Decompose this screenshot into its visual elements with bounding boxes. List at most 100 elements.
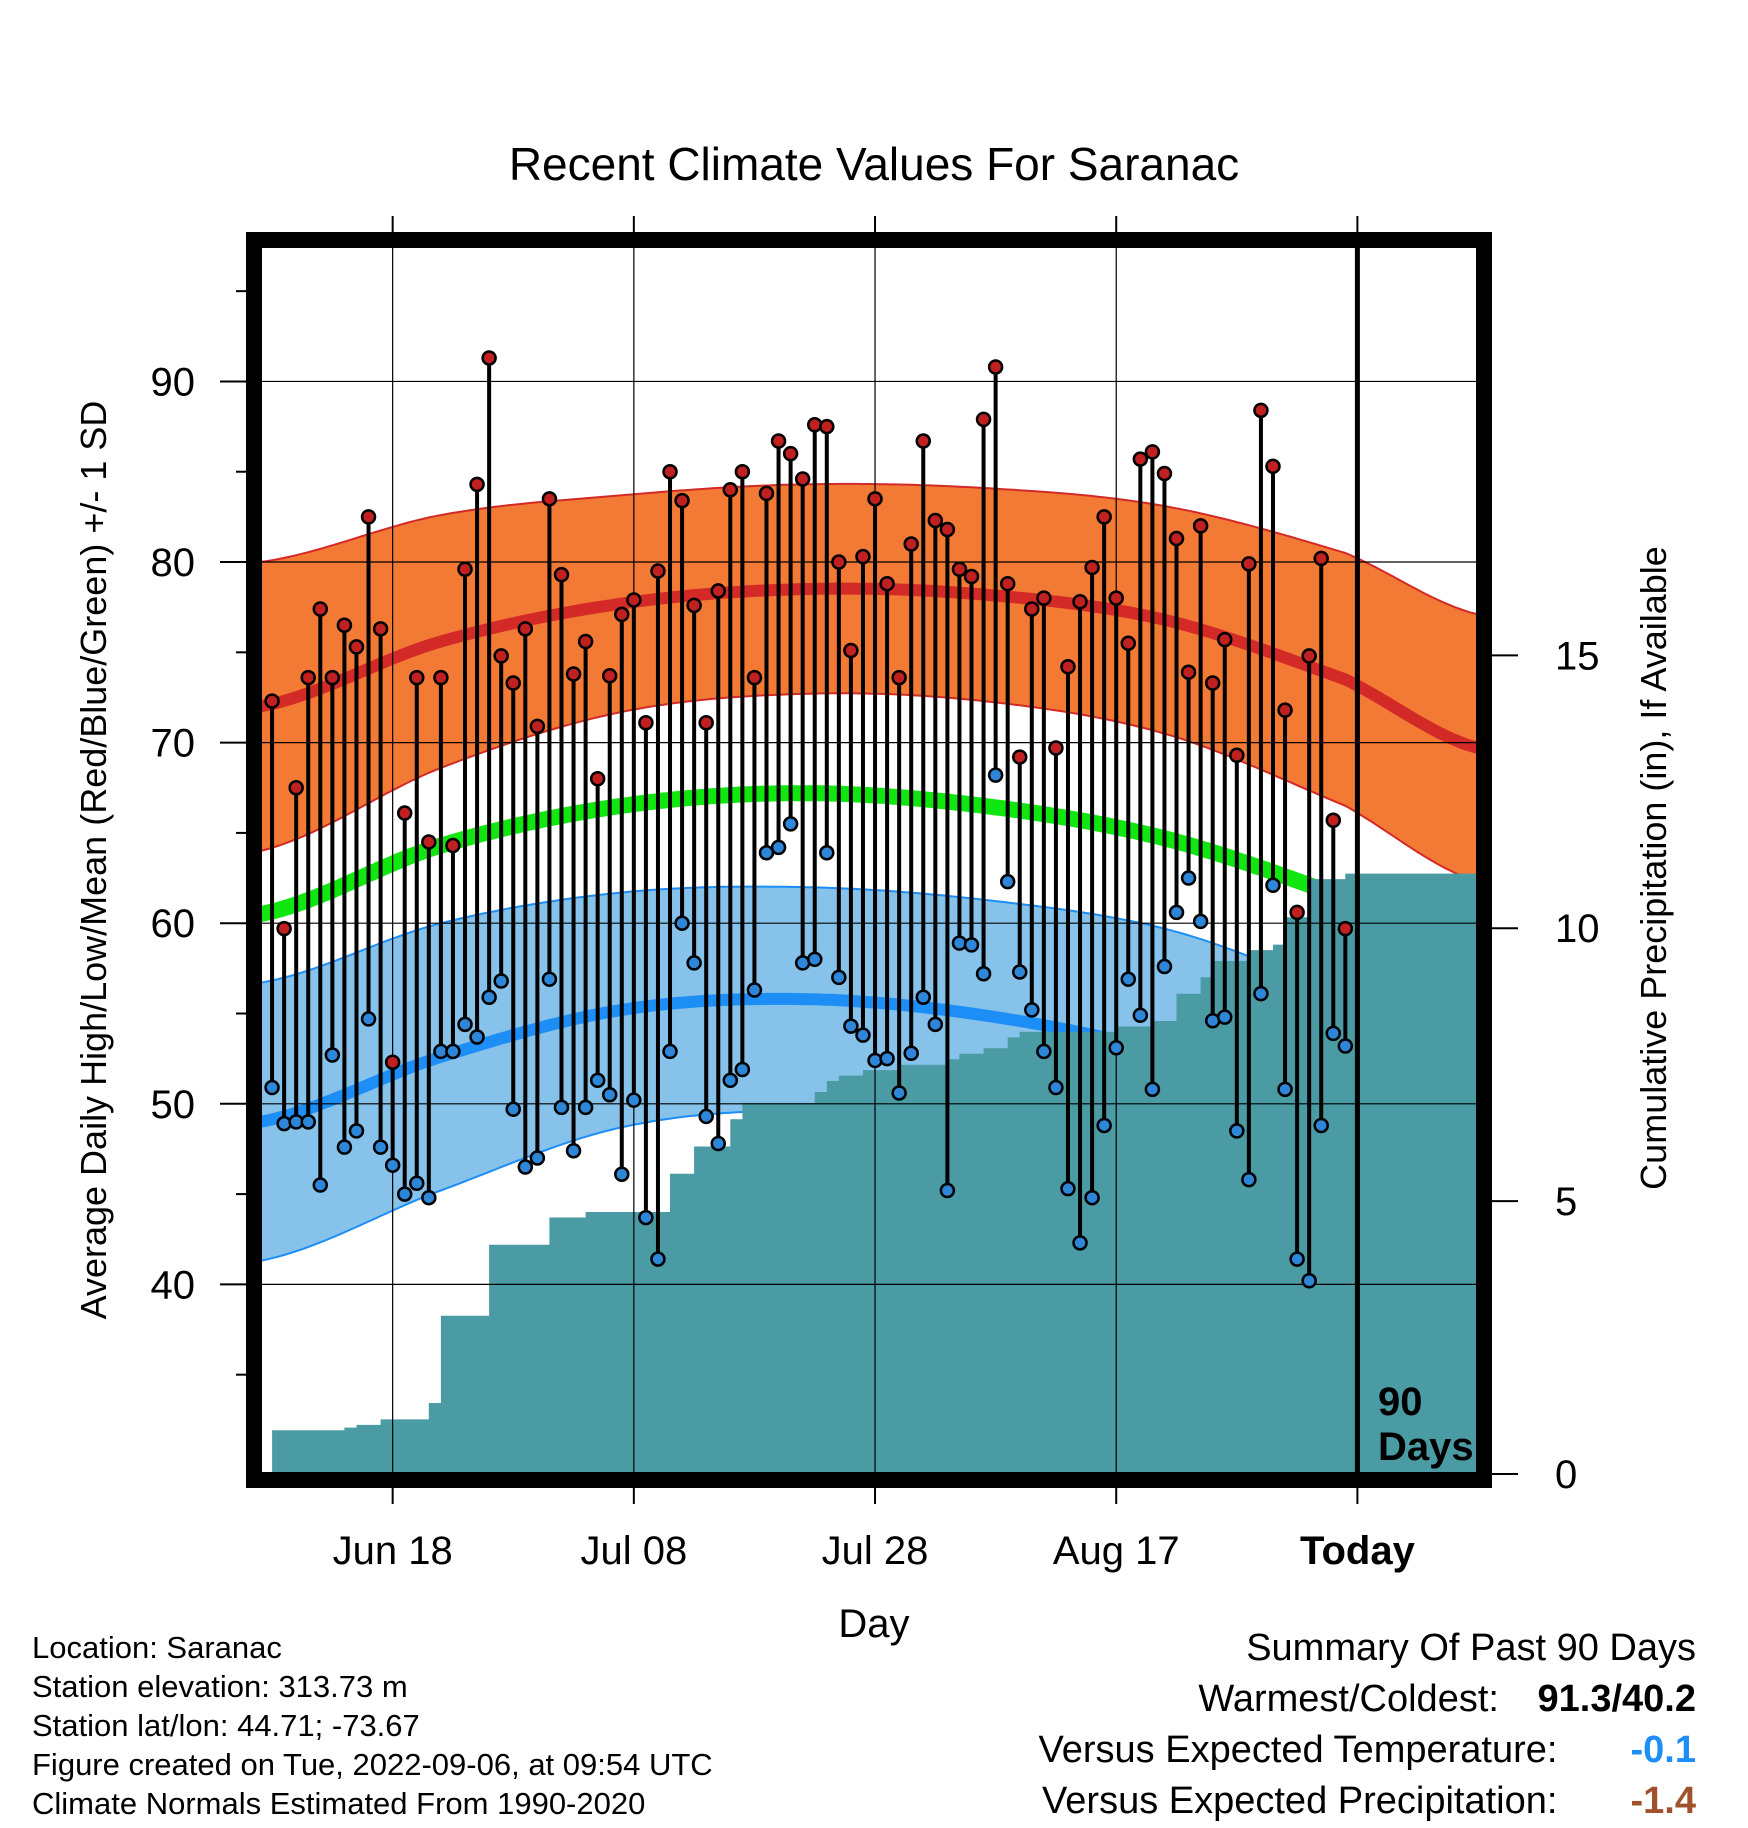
high-band-upper-edge: [259, 482, 1479, 616]
high-marker: [1192, 518, 1209, 534]
high-marker: [601, 668, 618, 684]
low-marker: [1277, 1081, 1293, 1098]
high-marker: [758, 485, 775, 502]
high-marker: [360, 509, 377, 525]
low-marker: [1144, 1081, 1161, 1098]
low-marker: [1301, 1273, 1317, 1289]
low-marker: [710, 1135, 727, 1152]
high-marker: [1168, 530, 1185, 547]
y-tick-label: 50: [151, 1083, 196, 1127]
low-marker: [1060, 1180, 1076, 1197]
low-marker: [1048, 1079, 1064, 1096]
high-marker: [445, 837, 461, 854]
high-marker: [336, 617, 353, 633]
plot-frame: [246, 232, 1492, 1488]
high-marker: [288, 780, 304, 796]
high-marker: [1036, 590, 1052, 606]
high-marker: [734, 463, 751, 480]
low-marker: [939, 1182, 956, 1199]
grid-lines: [260, 246, 1478, 1474]
location-text: Location: Saranac: [32, 1630, 282, 1665]
temperature-label: Versus Expected Temperature:: [1038, 1729, 1558, 1771]
axes: Jun 18 Jul 08 Jul 28 Aug 17 Today40506070809…: [151, 216, 1600, 1573]
normal-mean-line: [258, 785, 1481, 975]
high-marker: [1289, 904, 1305, 921]
low-marker: [553, 1099, 570, 1116]
elevation-text: Station elevation: 313.73 m: [32, 1669, 408, 1704]
high-marker: [1132, 451, 1149, 467]
high-marker: [975, 411, 992, 428]
low-marker: [806, 951, 823, 968]
y-tick-label: 40: [151, 1263, 196, 1307]
high-marker: [746, 669, 763, 686]
high-marker: [1180, 664, 1197, 680]
high-marker: [1325, 812, 1342, 829]
high-marker: [626, 592, 642, 608]
low-marker: [855, 1027, 871, 1043]
low-marker: [722, 1072, 739, 1089]
low-marker: [517, 1159, 534, 1175]
high-marker: [686, 597, 702, 614]
high-marker: [1060, 659, 1076, 675]
high-marker: [963, 568, 980, 585]
low-marker: [264, 1079, 280, 1096]
high-marker: [589, 770, 606, 787]
low-marker: [601, 1087, 618, 1103]
low-marker: [638, 1209, 654, 1226]
today-label-days-count: 90: [1378, 1380, 1423, 1424]
low-marker: [746, 982, 763, 998]
cumulative-precip-area: [260, 873, 1478, 1474]
low-marker: [915, 989, 932, 1005]
high-marker: [915, 433, 932, 449]
low-marker: [1337, 1038, 1354, 1054]
normal-high-line: [258, 582, 1480, 754]
low-marker: [396, 1186, 413, 1202]
temperature-anomaly-value: -0.1: [1630, 1729, 1696, 1771]
low-marker: [758, 845, 775, 861]
low-marker: [698, 1108, 714, 1125]
low-marker: [312, 1177, 329, 1193]
low-marker: [1180, 870, 1197, 886]
low-marker: [1084, 1189, 1100, 1206]
low-marker: [336, 1139, 353, 1155]
y-tick-label: 90: [151, 360, 196, 404]
low-marker: [975, 966, 992, 982]
low-marker: [1229, 1123, 1245, 1139]
high-marker: [1337, 920, 1354, 937]
low-marker: [457, 1016, 473, 1033]
high-marker: [312, 601, 329, 617]
low-marker: [662, 1043, 678, 1060]
high-marker: [951, 561, 968, 578]
high-marker: [662, 463, 678, 480]
y2-tick-label: 0: [1555, 1453, 1577, 1497]
high-marker: [372, 621, 389, 637]
low-marker: [384, 1157, 401, 1173]
low-marker: [999, 873, 1016, 890]
warmest-coldest-value: 91.3/40.2: [1537, 1678, 1696, 1720]
high-marker: [541, 491, 558, 507]
low-marker: [348, 1123, 365, 1139]
high-marker: [577, 633, 594, 650]
low-marker: [445, 1043, 461, 1060]
low-marker: [409, 1175, 425, 1192]
low-marker: [1325, 1025, 1342, 1042]
chart-title: Recent Climate Values For Saranac: [509, 138, 1239, 190]
low-marker: [1096, 1117, 1112, 1134]
low-marker: [674, 915, 690, 931]
high-marker: [1108, 590, 1124, 606]
high-marker: [1204, 675, 1221, 691]
high-marker: [276, 920, 292, 937]
low-marker: [505, 1101, 521, 1117]
low-marker: [782, 816, 799, 832]
low-marker: [300, 1114, 316, 1130]
high-marker: [987, 359, 1004, 375]
low-marker: [1313, 1117, 1329, 1134]
low-marker: [577, 1099, 594, 1116]
high-marker: [553, 566, 570, 583]
high-marker: [1265, 458, 1281, 475]
high-marker: [469, 476, 485, 493]
daily-stems: [270, 357, 1348, 1281]
high-marker: [517, 621, 534, 637]
high-marker: [698, 715, 714, 731]
